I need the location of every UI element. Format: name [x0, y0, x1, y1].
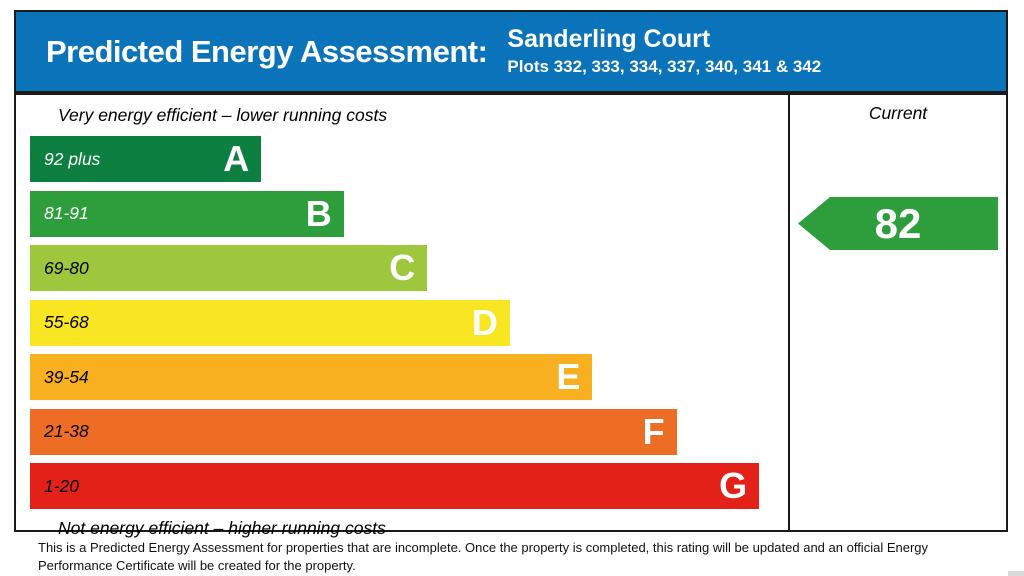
rating-bands-panel: Very energy efficient – lower running co… — [16, 95, 790, 538]
energy-rating-chart: Very energy efficient – lower running co… — [14, 93, 1008, 538]
corner-artifact — [1008, 571, 1024, 576]
header-banner: Predicted Energy Assessment: Sanderling … — [14, 10, 1008, 93]
band-letter: E — [556, 356, 581, 397]
band-range-label: 92 plus — [44, 148, 101, 169]
band-f: 21-38 F — [30, 408, 677, 455]
page-title: Predicted Energy Assessment: — [46, 33, 488, 69]
bottom-caption: Not energy efficient – higher running co… — [58, 518, 386, 538]
band-a: 92 plus A — [30, 136, 262, 182]
band-g: 1-20 G — [30, 463, 760, 509]
current-rating-panel: Current 82 — [790, 95, 1006, 530]
band-range-label: 55-68 — [44, 312, 89, 332]
disclaimer-text: This is a Predicted Energy Assessment fo… — [38, 540, 929, 574]
band-letter: A — [223, 138, 250, 179]
band-letter: G — [719, 465, 748, 506]
band-e: 39-54 E — [30, 354, 593, 400]
band-range-label: 21-38 — [44, 421, 89, 441]
band-letter: B — [305, 192, 332, 234]
band-range-label: 69-80 — [44, 257, 89, 278]
band-letter: D — [471, 301, 498, 343]
band-d: 55-68 D — [30, 299, 510, 346]
current-rating-value: 82 — [874, 199, 922, 247]
plots-line: Plots 332, 333, 334, 337, 340, 341 & 342 — [507, 56, 822, 76]
property-name: Sanderling Court — [507, 25, 711, 54]
current-column-label: Current — [868, 103, 928, 123]
band-rows: 92 plus A 81-91 B 69-80 C 55-68 D 39-54 E 21-38 F 1-… — [30, 136, 788, 509]
band-b: 81-91 B — [30, 190, 344, 237]
band-letter: F — [642, 410, 665, 452]
band-range-label: 81-91 — [44, 203, 89, 223]
band-c: 69-80 C — [30, 245, 428, 291]
property-info: Sanderling Court Plots 332, 333, 334, 33… — [507, 26, 821, 77]
current-rating-arrow: 82 — [798, 197, 998, 250]
top-caption: Very energy efficient – lower running co… — [58, 105, 388, 125]
band-range-label: 39-54 — [44, 366, 89, 387]
band-letter: C — [389, 247, 416, 288]
band-range-label: 1-20 — [44, 475, 80, 496]
